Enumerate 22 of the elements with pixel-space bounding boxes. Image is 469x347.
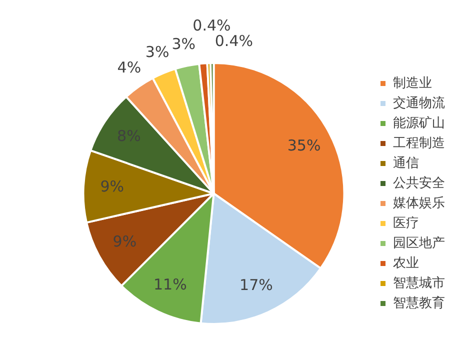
legend-label: 交通物流 [393, 94, 445, 111]
legend-label: 公共安全 [393, 174, 445, 191]
legend-label: 农业 [393, 256, 419, 271]
data-label: 17% [240, 276, 273, 294]
data-label: 3% [145, 43, 170, 62]
data-label: 9% [112, 232, 137, 251]
data-label: 4% [117, 58, 142, 77]
legend-label: 能源矿山 [393, 116, 445, 131]
legend-label: 智慧教育 [393, 294, 445, 311]
legend-label: 通信 [393, 156, 419, 171]
data-label: 0.4% [214, 32, 253, 50]
legend-label: 媒体娱乐 [393, 196, 445, 211]
legend-label: 制造业 [393, 76, 432, 91]
legend-label: 工程制造 [393, 136, 445, 151]
data-label: 0.4% [192, 16, 231, 34]
data-label: 9% [100, 178, 124, 196]
legend-label: 园区地产 [393, 236, 445, 251]
legend-label: 智慧城市 [393, 276, 445, 291]
data-label: 3% [172, 35, 196, 54]
data-label: 11% [153, 275, 187, 294]
legend-label: 医疗 [393, 216, 419, 231]
data-label: 35% [287, 136, 321, 154]
